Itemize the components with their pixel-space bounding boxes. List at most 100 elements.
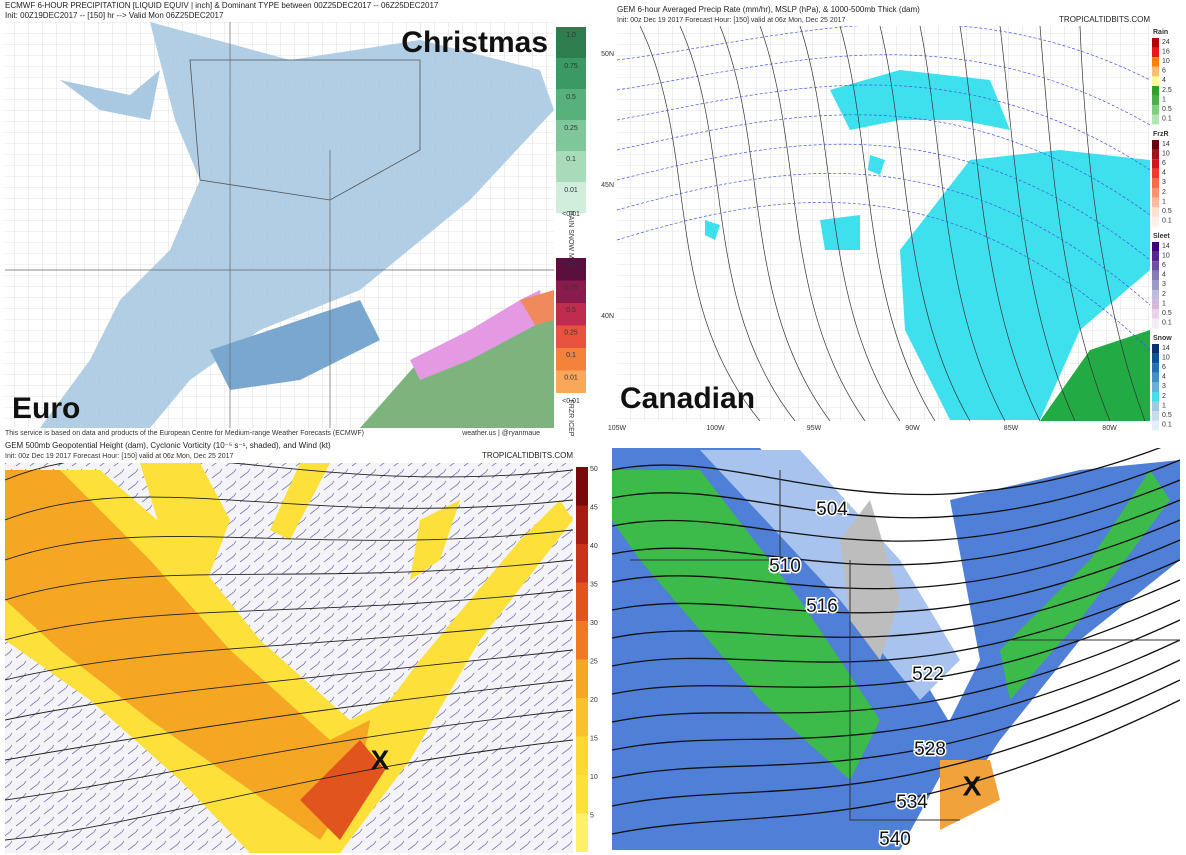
contour-line: [612, 579, 1180, 667]
legend-swatch: [556, 370, 586, 393]
contour-line: [5, 619, 573, 681]
legend-swatch: [1152, 251, 1159, 262]
colorbar-label: 35: [590, 581, 598, 588]
legend-swatch: [1152, 401, 1159, 412]
legend-label: 4: [1162, 170, 1166, 177]
legend-label: 0.1: [566, 156, 576, 163]
contour-line: [999, 26, 1076, 421]
legend-swatch: [556, 58, 586, 89]
site: TROPICALTIDBITS.COM: [1059, 15, 1150, 24]
legend-swatch: [1152, 420, 1159, 431]
legend-swatch: [556, 258, 586, 281]
annotation: Euro: [12, 392, 80, 425]
legend-swatch: [1152, 242, 1159, 252]
contour-line: [5, 709, 573, 801]
legend-swatch: [1152, 47, 1159, 58]
legend-swatch: [1152, 280, 1159, 290]
contour-line: [5, 463, 573, 481]
credit: weather.us | @ryanmaue: [461, 430, 540, 437]
contour-line: [5, 529, 573, 561]
contour-line: [1039, 26, 1111, 421]
contour-line: [612, 479, 1180, 542]
legend-label: 1: [1162, 402, 1166, 409]
legend-label: 1: [1162, 198, 1166, 205]
contour-label: 528: [914, 739, 946, 760]
lat-label: 45N: [601, 182, 614, 189]
lon-label: 105W: [608, 425, 627, 432]
legend-swatch: [1152, 363, 1159, 373]
contour-line: [617, 54, 1150, 126]
legend-swatch: [556, 325, 586, 348]
lon-label: 85W: [1004, 425, 1019, 432]
legend-label: 2: [1162, 189, 1166, 196]
legend-label: 3: [1162, 281, 1166, 288]
contour-label: 540: [879, 829, 911, 850]
legend-label: FRZR ICEP: [567, 400, 574, 437]
contour-line: [919, 26, 1006, 421]
legend-swatch: [1152, 290, 1159, 300]
colorbar-swatch: [576, 736, 588, 775]
legend-label: 10: [1162, 252, 1170, 259]
legend-label: RAIN SNOW MIX: [567, 211, 574, 266]
vorticity-panel: GEM 500mb Geopotential Height (dam), Cyc…: [5, 441, 598, 853]
contour-line: [612, 639, 1180, 751]
legend-label: 0.25: [564, 329, 578, 336]
contour-line: [639, 26, 761, 421]
colorbar: 50 45 40 35 30 25 20 15 10 5: [576, 466, 598, 852]
legend-label: 10: [1162, 354, 1170, 361]
legend-swatch: [1152, 216, 1159, 227]
lat-label: 40N: [601, 313, 614, 320]
map: [5, 22, 554, 428]
contour-line: [612, 699, 1180, 835]
legend-swatch: [1152, 76, 1159, 86]
legend-swatch: [1152, 207, 1159, 217]
panel-subtitle: Init: 00z Dec 19 2017 Forecast Hour: [15…: [617, 17, 846, 24]
contour-line: [5, 679, 573, 761]
legend-swatch: [1152, 344, 1159, 354]
legend-label: 4: [1162, 77, 1166, 84]
contour-label: 504: [816, 499, 848, 520]
legend-swatch: [1152, 114, 1159, 125]
legend-swatch: [1152, 140, 1159, 150]
map: [617, 26, 1150, 421]
contour-line: [839, 26, 936, 421]
legend-swatch: [1152, 188, 1159, 198]
axes: 50N 45N 40N 105W 100W 95W 90W 85W 80W: [601, 51, 1117, 432]
contour-line: [612, 539, 1180, 614]
colorbar-swatch: [576, 582, 588, 621]
lon-label: 95W: [807, 425, 822, 432]
footer: This service is based on data and produc…: [5, 430, 364, 437]
panel-title: ECMWF 6-HOUR PRECIPITATION [LIQUID EQUIV…: [5, 1, 439, 10]
legend-swatch: [1152, 261, 1159, 271]
legend-swatch: [1152, 309, 1159, 319]
colorbar-label: 25: [590, 658, 598, 665]
panel-title: GEM 500mb Geopotential Height (dam), Cyc…: [5, 441, 331, 450]
contour-label: 522: [912, 664, 944, 685]
contour-line: [759, 26, 866, 421]
legend-swatch: [1152, 197, 1159, 208]
colorbar-swatch: [576, 544, 588, 583]
legend-swatch: [1152, 299, 1159, 310]
legend-swatch: [1152, 38, 1159, 48]
annotation: X: [963, 770, 982, 801]
contour-line: [1079, 26, 1146, 421]
legend-swatch: [556, 182, 586, 213]
contour-line: [617, 202, 1150, 351]
colorbar-label: 50: [590, 466, 598, 473]
legend-label: 0.5: [566, 307, 576, 314]
legend-swatch: [556, 89, 586, 120]
legend-label: 3: [1162, 383, 1166, 390]
legend-title: Sleet: [1153, 233, 1170, 240]
legend-label: 0.75: [564, 284, 578, 291]
contour-line: [612, 659, 1180, 779]
legend-swatch: [1152, 392, 1159, 402]
contour-line: [612, 448, 1161, 496]
legend-label: 4: [1162, 272, 1166, 279]
colorbar-label: 20: [590, 697, 598, 704]
legend-label: 1: [1162, 300, 1166, 307]
colorbar-label: 30: [590, 620, 598, 627]
legend-label: 6: [1162, 262, 1166, 269]
legend-swatch: [1152, 57, 1159, 67]
legend-title: FrzR: [1153, 131, 1169, 138]
